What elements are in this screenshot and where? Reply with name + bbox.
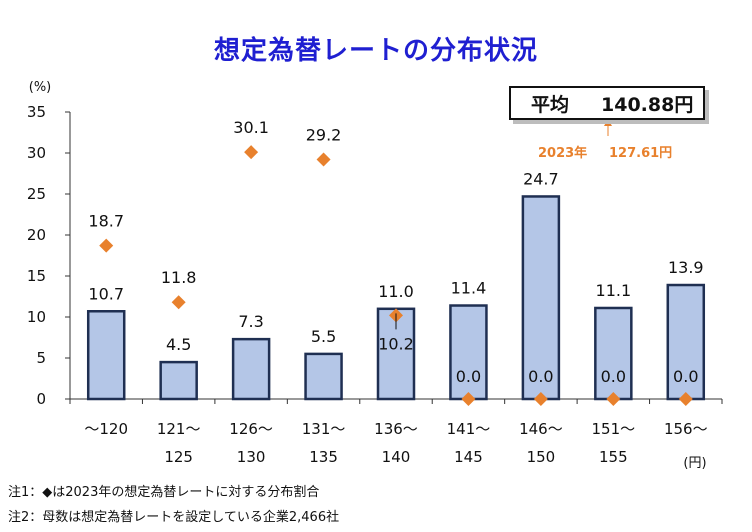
bar-value-label: 11.0 [378, 282, 414, 301]
bar [304, 352, 343, 401]
y-axis-unit: (%) [29, 80, 52, 95]
y-tick-label: 20 [27, 226, 46, 244]
y-tick-label: 5 [36, 349, 46, 367]
x-tick-label: 136～ [374, 420, 418, 438]
x-tick-label-line2: 140 [382, 448, 411, 466]
bar [231, 337, 271, 401]
chart-plot: 0 5 10 15 20 25 30 35 (%) ～120 121～ 125 126～ 130 131～ 1… [27, 80, 723, 471]
y-tick-label: 15 [27, 267, 46, 285]
marker-value-label: 0.0 [456, 367, 481, 386]
x-tick-label: 151～ [592, 420, 636, 438]
average-value: 140.88円 [601, 93, 694, 116]
marker-value-label: 0.0 [673, 367, 698, 386]
x-tick-label-line2: 145 [454, 448, 483, 466]
bar-value-label: 24.7 [523, 169, 559, 188]
bar [449, 304, 488, 401]
previous-average-value: 127.61円 [609, 146, 673, 161]
bar-value-label: 10.7 [88, 284, 124, 303]
marker-value-label: 0.0 [601, 367, 626, 386]
note-1: 注1：◆は2023年の想定為替レートに対する分布割合 [8, 485, 320, 500]
marker-point [171, 295, 186, 310]
bar-value-label: 7.3 [238, 312, 263, 331]
note-2: 注2：母数は想定為替レートを設定している企業2,466社 [8, 510, 340, 525]
marker-point [606, 392, 621, 406]
average-label: 平均 [531, 93, 570, 116]
x-tick-label: ～120 [84, 420, 128, 438]
bar [521, 195, 561, 401]
marker-value-label: 11.8 [161, 268, 197, 287]
x-tick-label: 156～ [664, 420, 708, 438]
previous-average-arrowhead [604, 119, 612, 126]
x-tick-label: 131～ [302, 420, 346, 438]
x-tick-label-line2: 130 [237, 448, 266, 466]
marker-value-label: 18.7 [88, 212, 124, 231]
previous-average-label: 2023年 [538, 146, 588, 161]
y-tick-label: 25 [27, 185, 46, 203]
marker-point [461, 392, 476, 406]
bar-value-label: 5.5 [311, 327, 336, 346]
marker-value-label: 10.2 [378, 334, 414, 353]
y-tick-label: 0 [36, 390, 46, 408]
bar-value-label: 11.4 [451, 279, 487, 298]
x-tick-label: 141～ [447, 420, 491, 438]
marker-value-label: 30.1 [233, 118, 269, 137]
marker-point [533, 392, 548, 406]
marker-point [316, 152, 331, 167]
marker-point [678, 392, 693, 406]
marker-value-label: 29.2 [306, 126, 342, 145]
bar-value-label: 4.5 [166, 335, 191, 354]
average-box: 平均 140.88円 [509, 86, 705, 120]
bar-value-label: 11.1 [596, 281, 632, 300]
marker-point [244, 145, 259, 160]
marker-value-label: 0.0 [528, 367, 553, 386]
x-tick-label-line2: 125 [164, 448, 193, 466]
y-tick-label: 35 [27, 103, 46, 121]
x-tick-label-line2: 155 [599, 448, 628, 466]
y-tick-label: 30 [27, 144, 46, 162]
x-tick-label: 121～ [157, 420, 201, 438]
chart-title: 想定為替レートの分布状況 [213, 36, 538, 66]
x-tick-label-line2: 135 [309, 448, 338, 466]
bar [86, 310, 126, 401]
x-tick-label: 126～ [229, 420, 273, 438]
bar [594, 306, 633, 401]
bar [159, 360, 198, 401]
bar-value-label: 13.9 [668, 258, 704, 277]
x-tick-label-line2: 150 [527, 448, 556, 466]
y-tick-label: 10 [27, 308, 46, 326]
marker-point [99, 238, 114, 253]
x-axis-unit: (円) [683, 456, 706, 471]
x-tick-label: 146～ [519, 420, 563, 438]
